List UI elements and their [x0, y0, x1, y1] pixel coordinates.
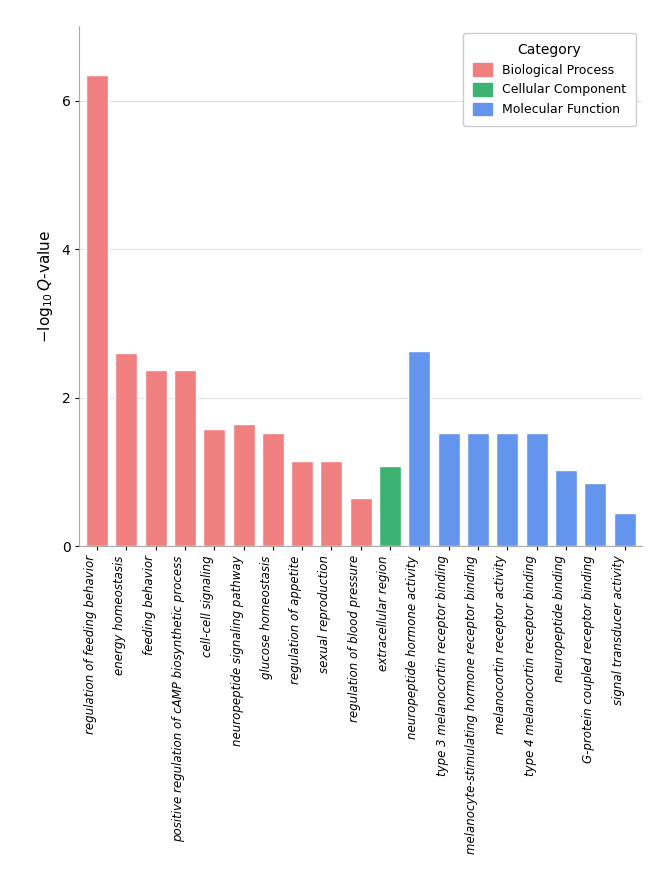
Bar [438, 433, 459, 546]
Y-axis label: $-\log_{10}Q\text{-value}$: $-\log_{10}Q\text{-value}$ [36, 230, 54, 343]
Bar [614, 513, 636, 546]
Bar [86, 75, 108, 546]
Bar [555, 470, 577, 546]
Bar [526, 433, 547, 546]
Bar [203, 429, 225, 546]
Legend: Biological Process, Cellular Component, Molecular Function: Biological Process, Cellular Component, … [463, 33, 636, 126]
Bar [145, 370, 167, 546]
Bar [585, 483, 606, 546]
Bar [115, 353, 137, 546]
Bar [467, 433, 489, 546]
Bar [379, 466, 401, 546]
Bar [350, 498, 372, 546]
Bar [320, 461, 342, 546]
Bar [174, 370, 196, 546]
Bar [408, 351, 430, 546]
Bar [291, 461, 313, 546]
Bar [232, 424, 255, 546]
Bar [496, 433, 518, 546]
Bar [262, 433, 284, 546]
